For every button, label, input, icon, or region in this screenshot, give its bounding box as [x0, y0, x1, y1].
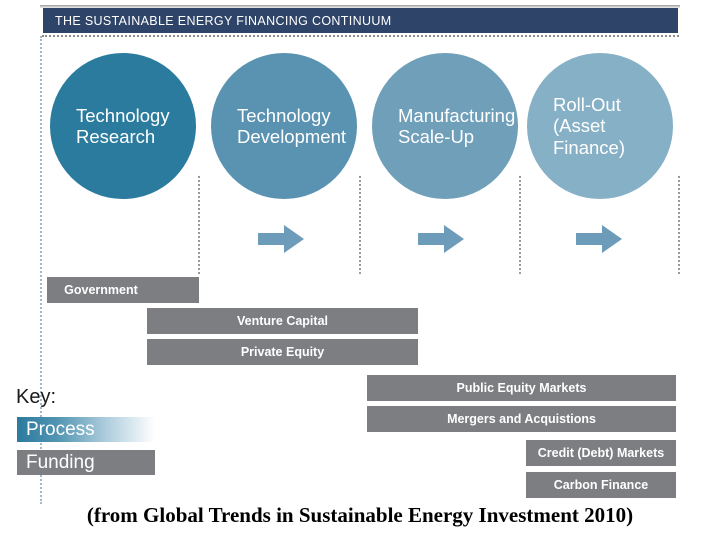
funding-bar-label: Private Equity [240, 345, 325, 359]
stage-circle-label: Technology Research [76, 104, 170, 147]
funding-bar: Venture Capital [147, 308, 418, 334]
diagram-title: THE SUSTAINABLE ENERGY FINANCING CONTINU… [55, 13, 392, 28]
flow-arrow-icon-3 [576, 224, 622, 254]
funding-bar: Public Equity Markets [367, 375, 676, 401]
funding-bar-label: Mergers and Acquistions [447, 412, 596, 426]
stage-circle-1: Technology Research [50, 53, 196, 199]
frame-dotted-left-border [40, 36, 42, 504]
stage-circle-label: Technology Development [237, 104, 347, 147]
funding-bar-label: Carbon Finance [553, 478, 649, 492]
stage-separator-4 [678, 176, 680, 274]
key-swatch-funding: Funding [17, 450, 155, 475]
key-label-funding: Funding [26, 451, 95, 473]
key-swatch-process: Process [17, 417, 155, 442]
funding-bar-label: Public Equity Markets [456, 381, 587, 395]
stage-separator-2 [359, 176, 361, 274]
funding-bar: Carbon Finance [526, 472, 676, 498]
stage-separator-3 [519, 176, 521, 274]
key-title: Key: [16, 386, 57, 408]
stage-circle-4: Roll-Out (Asset Finance) [527, 53, 673, 199]
stage-circle-3: Manufacturing Scale-Up [372, 53, 518, 199]
stage-circle-label: Roll-Out (Asset Finance) [553, 93, 625, 158]
diagram-title-banner: THE SUSTAINABLE ENERGY FINANCING CONTINU… [43, 8, 678, 33]
funding-bar: Private Equity [147, 339, 418, 365]
frame-dotted-top-border [42, 35, 679, 37]
flow-arrow-icon-2 [418, 224, 464, 254]
funding-bar: Credit (Debt) Markets [526, 440, 676, 466]
flow-arrow-icon-1 [258, 224, 304, 254]
funding-bar-label: Government [64, 283, 138, 297]
funding-bar-label: Venture Capital [237, 314, 328, 328]
funding-bar-label: Credit (Debt) Markets [537, 446, 665, 460]
funding-bar: Government [47, 277, 199, 303]
funding-bar: Mergers and Acquistions [367, 406, 676, 432]
key-label-process: Process [26, 418, 95, 440]
source-caption: (from Global Trends in Sustainable Energ… [86, 503, 634, 527]
stage-circle-label: Manufacturing Scale-Up [398, 104, 516, 147]
stage-circle-2: Technology Development [211, 53, 357, 199]
top-rule-divider [40, 5, 680, 8]
stage-separator-1 [198, 176, 200, 274]
